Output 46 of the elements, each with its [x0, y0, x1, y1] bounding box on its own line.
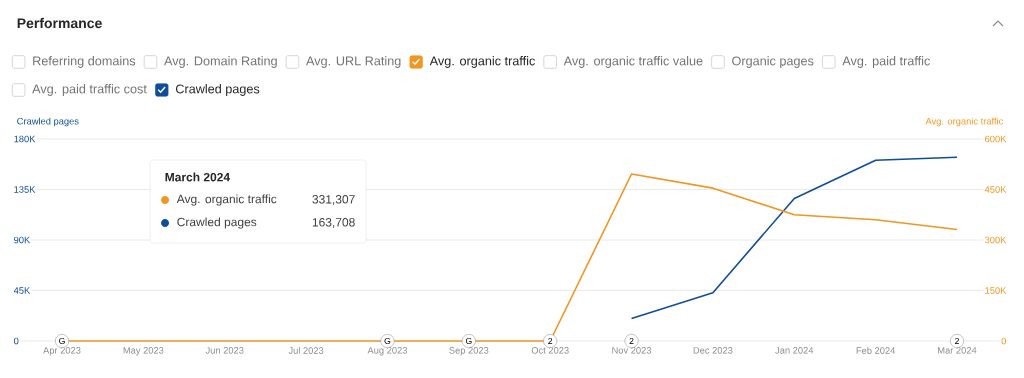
y-tick-label: 0: [13, 337, 19, 345]
y2-tick-label: 300K: [984, 236, 1007, 244]
annotation: 2: [629, 337, 634, 345]
annotation: March 2024: [165, 172, 231, 182]
annotation: 2: [548, 337, 553, 345]
x-tick-label: Feb 2024: [856, 347, 896, 354]
y2-tick-label: 150K: [985, 287, 1007, 294]
y-tick-label: 135K: [14, 186, 36, 193]
y-tick-label: 180K: [14, 135, 36, 143]
y2-tick-label: 0: [1001, 337, 1007, 345]
annotation: G: [384, 337, 391, 345]
text: Avg. paid traffic cost: [32, 84, 147, 96]
text: Avg. URL Rating: [306, 56, 401, 68]
annotation: 163,708: [312, 218, 355, 228]
x-tick-label: Nov 2023: [612, 347, 652, 354]
x-tick-label: Apr 2023: [43, 347, 81, 356]
x-tick-label: Oct 2023: [531, 347, 569, 354]
x-tick-label: Aug 2023: [367, 347, 408, 356]
y-tick-label: 45K: [13, 287, 31, 294]
x-tick-label: Mar 2024: [938, 347, 977, 354]
x-tick-label: Sep 2023: [449, 347, 489, 356]
text: Crawled pages: [175, 84, 260, 96]
y-tick-label: 90K: [14, 236, 31, 244]
legend-label: Avg. organic traffic: [176, 194, 277, 206]
y2-tick-label: 600K: [985, 135, 1007, 143]
y2-axis-title: Avg. organic traffic: [925, 117, 1004, 127]
y-axis-title: Crawled pages: [17, 117, 79, 127]
text: Organic pages: [732, 56, 814, 68]
y2-tick-label: 450K: [984, 186, 1007, 193]
annotation: 2: [955, 337, 959, 345]
text: Avg. organic traffic value: [563, 56, 703, 68]
annotation: G: [59, 337, 65, 345]
annotation: 331,307: [312, 195, 355, 205]
x-tick-label: May 2023: [123, 347, 164, 356]
line-series: [630, 156, 958, 320]
x-tick-label: Jun 2023: [205, 347, 244, 354]
text: Avg. organic traffic: [429, 56, 535, 68]
text: Avg. paid traffic: [842, 56, 930, 68]
annotation: G: [465, 337, 472, 345]
text: Referring domains: [33, 56, 136, 68]
chart-title: Performance: [17, 17, 102, 29]
x-tick-label: Jan 2024: [775, 347, 814, 354]
x-tick-label: Jul 2023: [288, 347, 324, 354]
text: Avg. Domain Rating: [164, 56, 277, 68]
legend-label: Crawled pages: [177, 217, 257, 229]
x-tick-label: Dec 2023: [693, 347, 733, 354]
